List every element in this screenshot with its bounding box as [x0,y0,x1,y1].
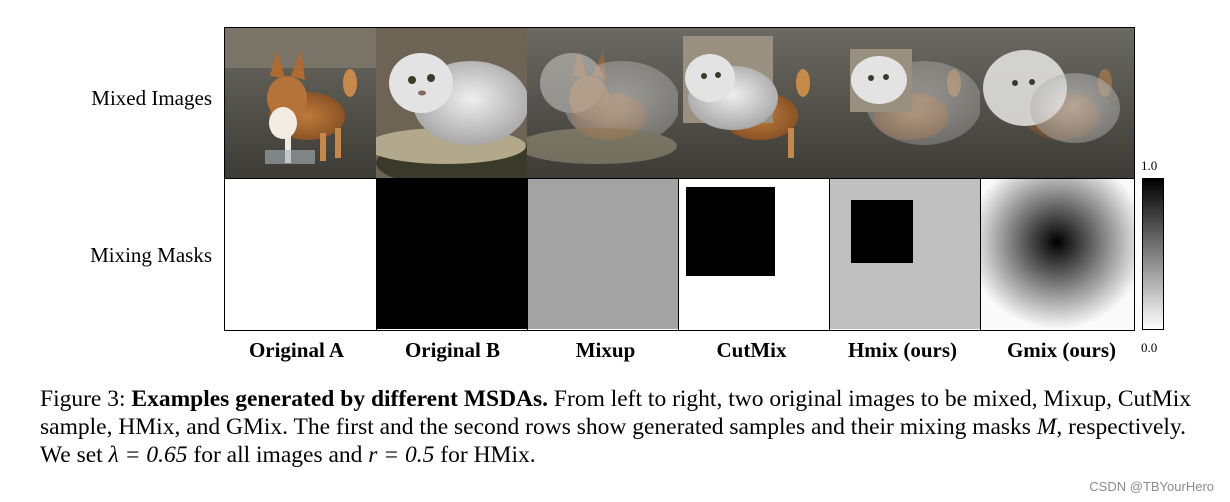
mask-gmix [980,179,1134,329]
col-label-hmix: Hmix (ours) [847,338,958,362]
image-original-a [225,28,376,178]
mask-cutmix [678,179,829,329]
image-mixup [527,28,678,178]
figure-grid [224,27,1135,331]
mask-original-a [225,179,376,329]
colorbar [1142,178,1164,330]
image-original-b [376,28,527,178]
image-hmix [829,28,980,178]
col-label-original-b: Original B [404,338,501,362]
colorbar-max-label: 1.0 [1141,158,1158,173]
watermark: CSDN @TBYourHero [1089,479,1214,494]
cutmix-box [686,187,775,276]
caption-bold-title: Examples generated by different MSDAs. [131,386,549,412]
image-gmix [980,28,1134,178]
figure-caption: Figure 3: Examples generated by differen… [40,386,1191,468]
image-cutmix [678,28,829,178]
mask-mixup [527,179,678,329]
col-label-mixup: Mixup [575,338,636,362]
col-label-cutmix: CutMix [716,338,787,362]
row-label-mixed-images: Mixed Images [91,86,212,110]
colorbar-min-label: 0.0 [1141,340,1158,355]
hmix-box [851,200,913,263]
mask-original-b [376,179,527,329]
mask-hmix [829,179,980,329]
col-label-gmix: Gmix (ours) [1006,338,1117,362]
col-label-original-a: Original A [248,338,345,362]
row-label-mixing-masks: Mixing Masks [90,243,212,267]
